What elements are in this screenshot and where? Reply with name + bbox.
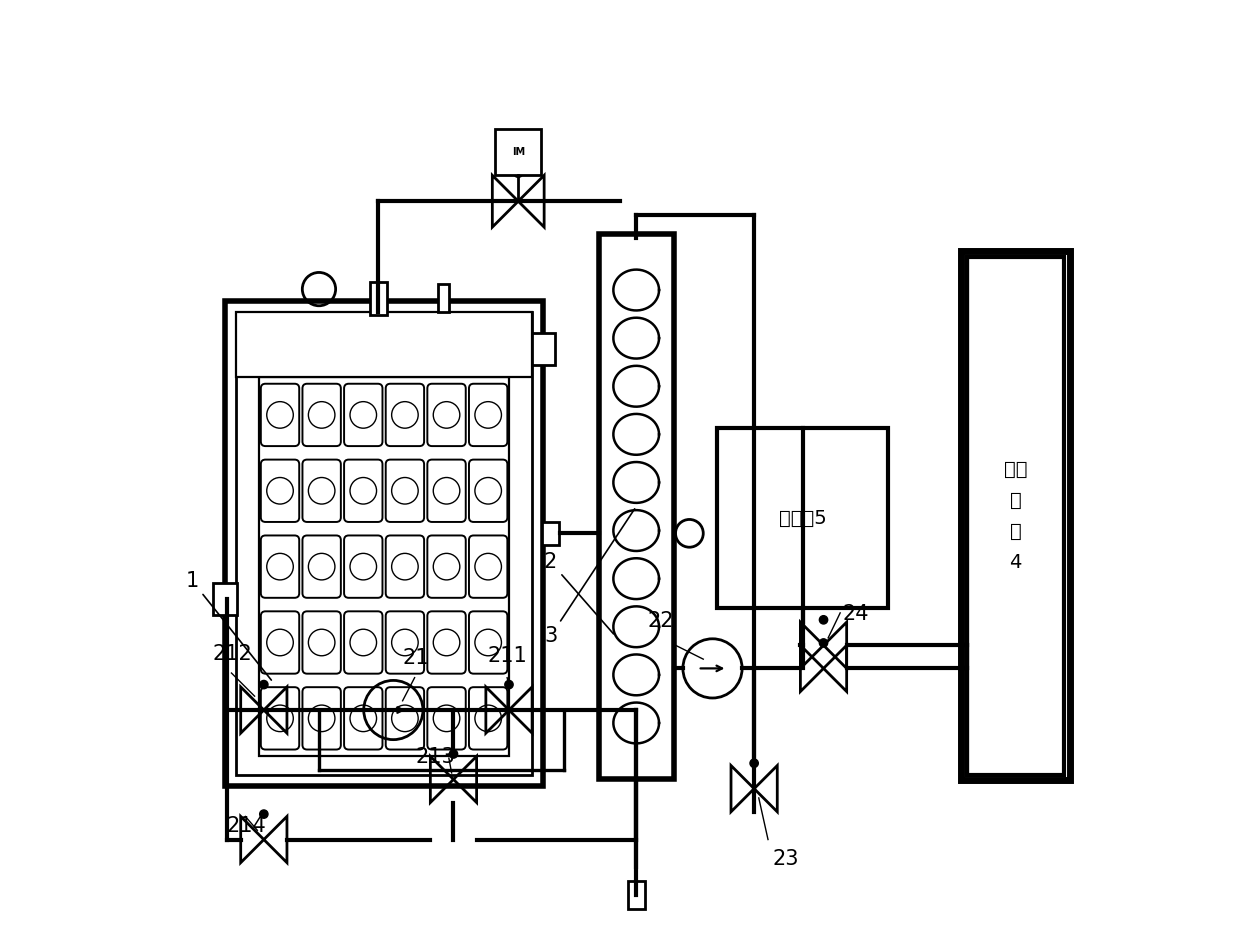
Text: 储能笠5: 储能笠5 [779, 509, 827, 528]
Bar [213, 583, 237, 615]
Bar [961, 251, 1070, 780]
Circle shape [820, 616, 827, 624]
Text: 211: 211 [487, 646, 527, 666]
Circle shape [505, 681, 513, 688]
Bar [224, 301, 543, 786]
Text: 213: 213 [415, 747, 455, 767]
Bar [259, 377, 508, 756]
Bar [967, 256, 1064, 775]
Circle shape [513, 168, 523, 177]
Circle shape [259, 681, 268, 688]
Text: 2: 2 [544, 552, 614, 634]
Bar [495, 129, 542, 176]
Text: 212: 212 [213, 644, 253, 664]
Circle shape [449, 750, 458, 758]
Bar [438, 285, 449, 313]
Bar [599, 234, 673, 779]
Text: IM: IM [512, 147, 525, 157]
Text: 23: 23 [773, 849, 799, 869]
Text: 24: 24 [842, 604, 868, 623]
Text: 21: 21 [403, 649, 429, 669]
Bar [627, 881, 645, 909]
Text: 22: 22 [647, 611, 675, 631]
Bar [370, 282, 387, 315]
Text: 214: 214 [227, 816, 267, 837]
Text: 1: 1 [185, 571, 272, 680]
Circle shape [750, 759, 759, 767]
Bar [717, 428, 888, 608]
Bar [236, 313, 532, 377]
Text: 3: 3 [544, 509, 635, 646]
Bar [542, 522, 559, 545]
Circle shape [259, 810, 268, 818]
Bar [532, 333, 554, 365]
Text: 制冷
模
块
4: 制冷 模 块 4 [1003, 460, 1027, 572]
Circle shape [820, 639, 827, 647]
Bar [236, 313, 532, 775]
